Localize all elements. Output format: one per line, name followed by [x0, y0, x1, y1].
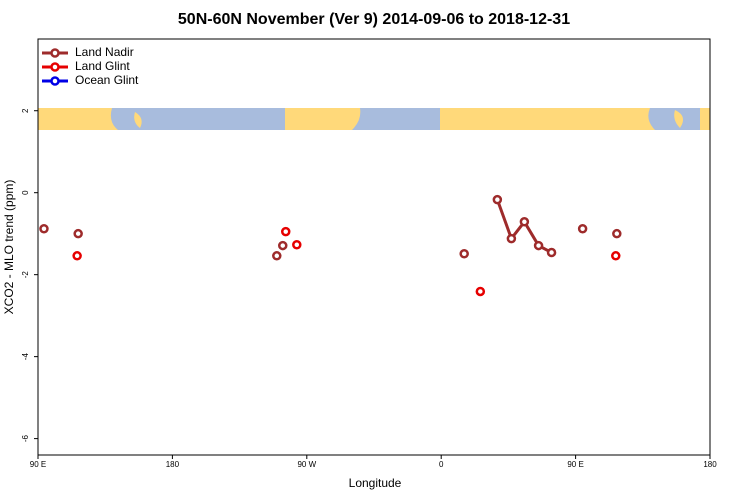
- plot-frame: [37, 38, 711, 456]
- point: [278, 240, 288, 251]
- point: [506, 233, 517, 244]
- point: [72, 251, 82, 261]
- legend-marker: [50, 62, 60, 72]
- legend-label: Ocean Glint: [75, 73, 139, 87]
- legend-label: Land Glint: [75, 59, 130, 73]
- point: [546, 247, 557, 258]
- y-tick-label: 2: [21, 108, 30, 113]
- point: [272, 251, 282, 261]
- point: [292, 239, 302, 250]
- y-tick-label: -4: [21, 353, 30, 361]
- point: [492, 194, 503, 205]
- y-tick-label: -2: [21, 271, 30, 279]
- point: [73, 228, 83, 239]
- x-tick-label: 180: [166, 460, 180, 469]
- point: [280, 226, 291, 237]
- legend-marker: [50, 48, 60, 58]
- point: [475, 286, 486, 297]
- legend-marker: [50, 76, 60, 86]
- x-tick-label: 0: [439, 460, 444, 469]
- point: [611, 251, 621, 261]
- map-band: [38, 108, 710, 130]
- point: [533, 240, 544, 251]
- legend-label: Land Nadir: [75, 45, 134, 59]
- y-axis-label: XCO2 - MLO trend (ppm): [2, 180, 16, 315]
- y-tick-label: 0: [21, 190, 30, 195]
- point: [612, 228, 622, 239]
- x-tick-label: 90 E: [30, 460, 46, 469]
- x-tick-label: 90 E: [567, 460, 583, 469]
- x-axis-label: Longitude: [349, 476, 402, 490]
- point: [519, 217, 530, 227]
- point: [39, 224, 49, 234]
- point: [459, 249, 469, 259]
- x-tick-label: 180: [703, 460, 717, 469]
- point: [577, 224, 588, 234]
- chart-title: 50N-60N November (Ver 9) 2014-09-06 to 2…: [178, 11, 570, 28]
- y-tick-label: -6: [21, 435, 30, 443]
- x-tick-label: 90 W: [297, 460, 316, 469]
